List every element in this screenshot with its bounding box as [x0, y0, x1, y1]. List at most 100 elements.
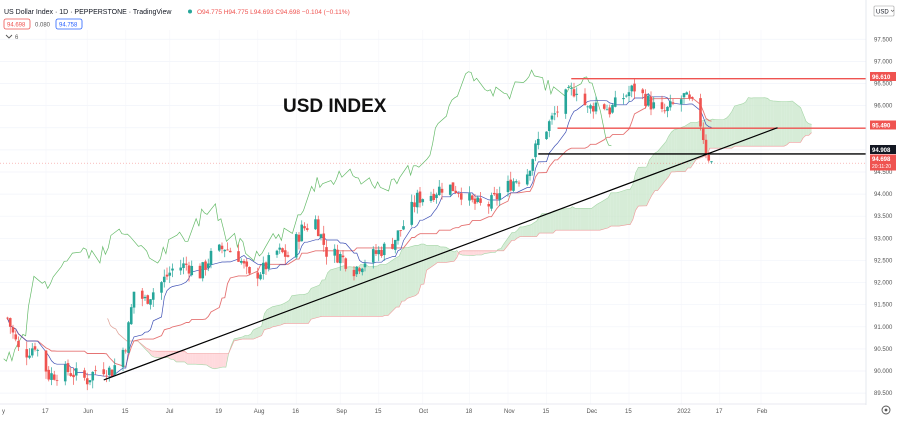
cloud-segment-bullish — [357, 264, 361, 317]
cloud-segment-bullish — [654, 151, 658, 191]
candle-down — [418, 191, 422, 203]
cloud-segment-bullish — [539, 213, 543, 234]
candle-down — [451, 182, 455, 192]
cloud-segment-bullish — [687, 122, 691, 169]
candle-down — [374, 250, 378, 254]
cloud-segment-bullish — [613, 192, 617, 227]
price-tick-label: 97.000 — [874, 59, 893, 65]
candle-down — [517, 182, 521, 184]
gear-icon-center — [884, 408, 888, 412]
cloud-segment-bullish — [272, 304, 281, 327]
candle-down — [336, 249, 339, 263]
gear-icon[interactable] — [881, 405, 891, 415]
candle-down — [44, 350, 48, 372]
cloud-segment-bullish — [324, 272, 328, 317]
candle-up — [594, 102, 598, 112]
price-tick-label: 94.000 — [874, 192, 893, 198]
candle-up — [506, 180, 510, 193]
candle-up — [525, 174, 529, 185]
currency-selector[interactable]: USD — [873, 5, 895, 17]
time-tick-label: 15 — [625, 409, 632, 415]
cloud-segment-bullish — [616, 192, 620, 227]
cloud-segment-bullish — [291, 294, 301, 324]
sell-price-label: 94.698 — [7, 23, 26, 29]
candle-up — [630, 85, 634, 92]
candle-up — [74, 368, 78, 376]
cloud-segment-bullish — [454, 250, 457, 262]
cloud-segment-bullish — [327, 269, 331, 317]
candle-up — [275, 250, 279, 255]
cloud-segment-bullish — [608, 192, 611, 228]
cloud-segment-bearish — [478, 250, 482, 256]
cloud-segment-bullish — [751, 97, 754, 147]
cloud-segment-bullish — [784, 101, 787, 147]
time-tick-label: Oct — [419, 409, 429, 415]
cloud-segment-bullish — [610, 192, 614, 227]
candle-down — [303, 226, 306, 229]
candle-down — [105, 375, 108, 377]
cloud-segment-bearish — [473, 250, 477, 256]
cloud-segment-bullish — [261, 313, 265, 336]
candle-down — [256, 272, 260, 279]
cloud-segment-bearish — [170, 351, 174, 360]
sell-price-button[interactable] — [3, 18, 31, 30]
buy-price-button[interactable] — [55, 18, 83, 30]
candle-down — [286, 255, 290, 257]
candle-up — [223, 249, 227, 252]
candle-up — [209, 250, 213, 265]
candle-down — [6, 317, 9, 319]
candle-up — [622, 98, 625, 100]
candle-down — [140, 290, 144, 299]
candle-down — [556, 111, 559, 113]
cloud-segment-bullish — [800, 107, 804, 143]
candle-up — [217, 244, 221, 251]
chevron-down-icon[interactable] — [5, 34, 13, 39]
time-axis[interactable]: y 17 Jun 15 Jul 19 Aug 16 Sep 15 Oct 18 Nov 15 Dec 15 20… — [2, 409, 768, 415]
candle-up — [127, 322, 130, 353]
price-tick-label: 90.500 — [874, 347, 893, 353]
time-tick-label: 15 — [543, 409, 550, 415]
cloud-segment-bullish — [533, 221, 537, 237]
candle-down — [85, 378, 89, 385]
currency-label: USD — [876, 10, 889, 16]
cloud-segment-bullish — [250, 329, 254, 340]
cloud-segment-bearish — [223, 353, 226, 368]
cloud-segment-bullish — [379, 264, 383, 317]
candle-up — [360, 268, 364, 273]
time-tick-label: 15 — [375, 409, 382, 415]
candle-down — [671, 102, 675, 104]
cloud-segment-bullish — [558, 209, 562, 231]
cloud-segment-bearish — [465, 250, 474, 256]
cloud-segment-bearish — [190, 353, 193, 365]
symbol-title[interactable]: US Dollar Index · 1D · PEPPERSTONE · Tra… — [4, 9, 172, 16]
cloud-segment-bearish — [176, 351, 185, 362]
candle-up — [149, 299, 152, 305]
cloud-segment-bullish — [591, 206, 595, 231]
candle-down — [228, 250, 232, 253]
time-tick-label: 18 — [466, 409, 473, 415]
candle-up — [206, 263, 210, 268]
leading-span-a-line — [107, 97, 812, 370]
candle-up — [534, 143, 537, 158]
cloud-segment-bullish — [396, 256, 400, 308]
price-label-last: 94.698 20:11:20 — [870, 154, 896, 171]
cloud-segment-bearish — [462, 250, 466, 256]
cloud-segment-bullish — [572, 206, 576, 231]
cloud-segment-bullish — [786, 101, 790, 145]
candle-up — [201, 262, 205, 279]
currency-box[interactable] — [873, 5, 895, 17]
price-label-support: 94.908 — [870, 145, 896, 154]
indicator-count[interactable]: 6 — [15, 35, 19, 41]
candle-down — [479, 198, 482, 203]
resistance-badge — [870, 72, 896, 81]
cloud-segment-bearish — [214, 353, 224, 369]
candlestick-series — [6, 78, 713, 391]
cloud-segment-bullish — [619, 189, 628, 227]
cloud-segment-bullish — [715, 119, 724, 149]
cloud-segment-bearish — [212, 353, 215, 369]
cloud-segment-bearish — [492, 250, 496, 253]
cloud-segment-bullish — [253, 326, 262, 340]
support-value: 94.908 — [872, 148, 891, 154]
settings-button[interactable] — [881, 405, 891, 415]
